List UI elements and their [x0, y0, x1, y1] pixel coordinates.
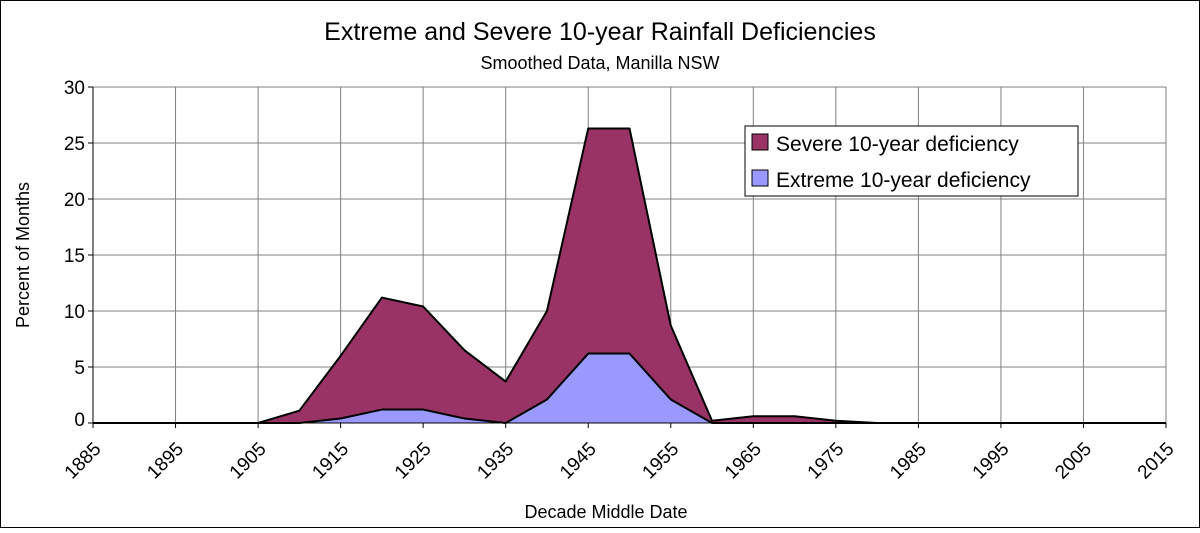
legend-label-extreme: Extreme 10-year deficiency [776, 169, 1031, 192]
x-axis-label: Decade Middle Date [524, 502, 687, 522]
legend-label-severe: Severe 10-year deficiency [776, 133, 1019, 156]
y-axis-label: Percent of Months [13, 182, 33, 328]
y-tick-label: 20 [64, 190, 85, 211]
legend-swatch-extreme [752, 170, 768, 186]
y-tick-label: 10 [64, 302, 85, 323]
legend-swatch-severe [752, 134, 768, 150]
y-tick-label: 25 [64, 134, 85, 155]
y-tick-label: 30 [64, 78, 85, 99]
legend: Severe 10-year deficiency Extreme 10-yea… [745, 126, 1078, 196]
chart-title: Extreme and Severe 10-year Rainfall Defi… [324, 18, 876, 46]
y-tick-label: 15 [64, 246, 85, 267]
chart-subtitle: Smoothed Data, Manilla NSW [480, 53, 719, 73]
y-tick-label: 5 [74, 358, 85, 379]
y-tick-label: 0 [74, 410, 85, 431]
